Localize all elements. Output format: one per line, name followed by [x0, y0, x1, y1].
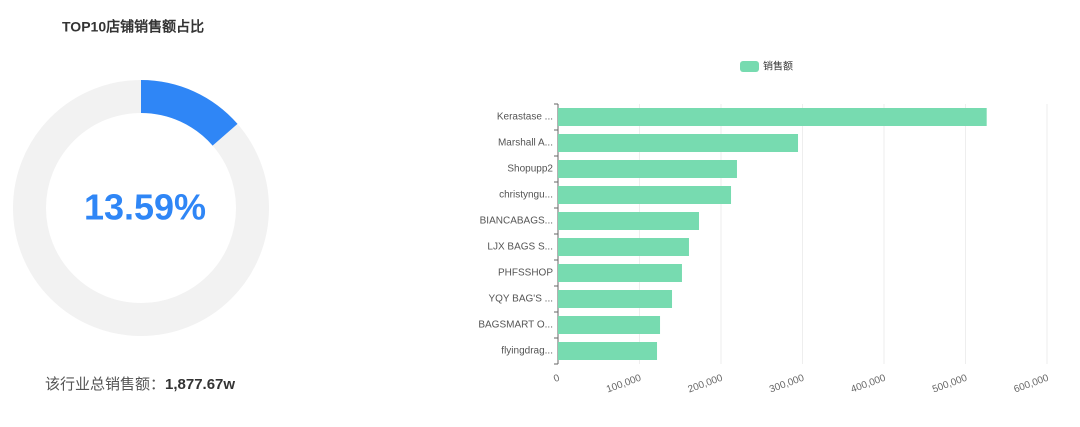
- y-tick-label: BAGSMART O...: [478, 320, 553, 331]
- y-tick-label: Marshall A...: [498, 138, 553, 149]
- center-value: 13.59%: [84, 187, 206, 228]
- footer: 该行业总销售额：1,877.67w: [45, 376, 235, 393]
- y-tick-label: christyngu...: [499, 190, 553, 201]
- y-tick-label: PHFSSHOP: [498, 268, 553, 279]
- x-tick-label: 600,000: [1013, 373, 1051, 396]
- y-tick-label: flyingdrag...: [501, 346, 553, 357]
- y-tick-label: Shopupp2: [507, 164, 553, 175]
- footer-value: 1,877.67w: [165, 376, 235, 393]
- legend-swatch: [740, 61, 759, 72]
- x-tick-label: 0: [552, 373, 561, 385]
- bar: [558, 186, 732, 204]
- bar: [558, 264, 682, 282]
- x-tick-label: 100,000: [605, 373, 643, 396]
- bar: [558, 342, 658, 360]
- x-tick-label: 400,000: [850, 373, 888, 396]
- y-tick-label: LJX BAGS S...: [487, 242, 553, 253]
- bar: [558, 108, 987, 126]
- x-tick-label: 300,000: [768, 373, 806, 396]
- chart-title: TOP10店铺销售额占比: [62, 19, 204, 35]
- bar: [558, 134, 799, 152]
- x-tick-label: 500,000: [931, 373, 969, 396]
- footer-label: 该行业总销售额：: [45, 376, 165, 393]
- legend-label: 销售额: [763, 60, 793, 73]
- bar: [558, 212, 699, 230]
- y-tick-label: BIANCABAGS...: [480, 216, 553, 227]
- bar: [558, 290, 673, 308]
- y-tick-label: Kerastase ...: [497, 112, 553, 123]
- bar: [558, 160, 737, 178]
- donut-segment: [141, 80, 238, 146]
- bar: [558, 316, 661, 334]
- bar: [558, 238, 689, 256]
- y-tick-label: YQY BAG'S ...: [488, 294, 553, 305]
- x-tick-label: 200,000: [687, 373, 725, 396]
